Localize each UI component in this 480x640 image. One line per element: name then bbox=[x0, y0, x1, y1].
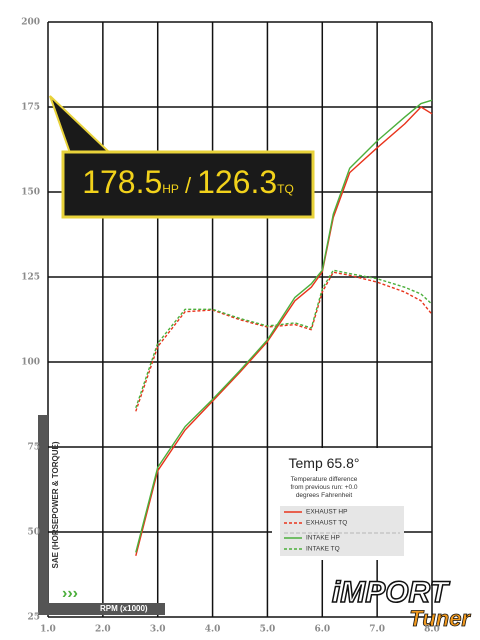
callout-box bbox=[61, 150, 315, 219]
hp-value: 178.5 bbox=[82, 164, 162, 200]
logo-main: iMPORT bbox=[332, 576, 451, 609]
legend-label: INTAKE TQ bbox=[306, 546, 340, 553]
temp-title: Temp 65.8° bbox=[289, 455, 360, 471]
temp-note: degrees Fahrenheit bbox=[296, 492, 353, 499]
tq-unit: TQ bbox=[277, 182, 294, 196]
series-line bbox=[135, 106, 433, 556]
y-tick-label: 100 bbox=[21, 358, 40, 368]
tq-value: 126.3 bbox=[197, 164, 277, 200]
series-line bbox=[135, 271, 433, 412]
y-tick-label: 50 bbox=[27, 528, 40, 538]
x-axis-strip bbox=[38, 603, 165, 615]
y-tick-label: 75 bbox=[27, 443, 40, 453]
legend-label: INTAKE HP bbox=[306, 535, 340, 542]
legend-label: EXHAUST TQ bbox=[306, 520, 347, 527]
x-tick-label: 1.0 bbox=[40, 625, 56, 635]
x-axis-label: RPM (x1000) bbox=[100, 604, 148, 613]
temp-note: from previous run: +0.0 bbox=[290, 484, 357, 491]
legend-label: EXHAUST HP bbox=[306, 509, 347, 516]
separator: / bbox=[185, 173, 192, 198]
y-tick-label: 125 bbox=[21, 273, 40, 283]
x-tick-label: 7.0 bbox=[369, 625, 385, 635]
y-axis-label: SAE (HORSEPOWER & TORQUE) bbox=[51, 441, 60, 568]
y-tick-label: 175 bbox=[21, 103, 40, 113]
y-tick-label: 150 bbox=[21, 188, 40, 198]
logo-sub: Tuner bbox=[409, 606, 471, 631]
x-tick-label: 6.0 bbox=[314, 625, 330, 635]
y-tick-label: 25 bbox=[27, 613, 40, 623]
y-tick-label: 200 bbox=[21, 18, 40, 28]
x-tick-label: 2.0 bbox=[95, 625, 111, 635]
x-tick-label: 3.0 bbox=[150, 625, 166, 635]
callout-text: 178.5HP /126.3TQ bbox=[82, 164, 294, 200]
chevrons: ››› bbox=[62, 585, 78, 602]
x-tick-label: 4.0 bbox=[205, 625, 221, 635]
legend-entries-bg bbox=[280, 506, 404, 556]
series-line bbox=[135, 99, 433, 553]
lines bbox=[135, 99, 433, 556]
temp-note: Temperature difference bbox=[291, 476, 358, 483]
series-line bbox=[135, 269, 433, 409]
x-tick-label: 8.0 bbox=[424, 625, 440, 635]
hp-unit: HP bbox=[162, 182, 179, 196]
y-axis-strip bbox=[38, 415, 48, 615]
x-tick-label: 5.0 bbox=[260, 625, 276, 635]
